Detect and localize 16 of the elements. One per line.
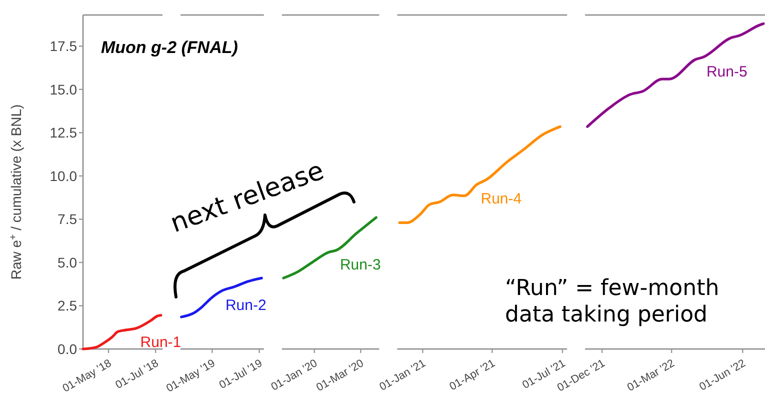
annotation: “Run” = few-month data taking period (505, 276, 720, 328)
y-tick-label: 2.5 (58, 298, 78, 314)
series-label: Run-4 (480, 190, 522, 208)
y-tick-label: 12.5 (50, 124, 78, 141)
annotation: next release (166, 156, 328, 240)
y-tick-label: 15.0 (50, 81, 78, 98)
series-label: Run-3 (340, 256, 381, 274)
y-tick-label: 5.0 (58, 254, 78, 270)
y-tick-label: 7.5 (58, 211, 78, 228)
text: Muon g-2 (FNAL) (101, 38, 238, 57)
y-tick-label: 10.0 (50, 168, 78, 184)
y-tick-label: 0.0 (58, 341, 78, 357)
series-label: Run-2 (225, 297, 266, 314)
y-tick-label: 17.5 (50, 38, 78, 54)
series-label: Run-5 (706, 63, 748, 80)
series-label: Run-1 (140, 334, 182, 352)
